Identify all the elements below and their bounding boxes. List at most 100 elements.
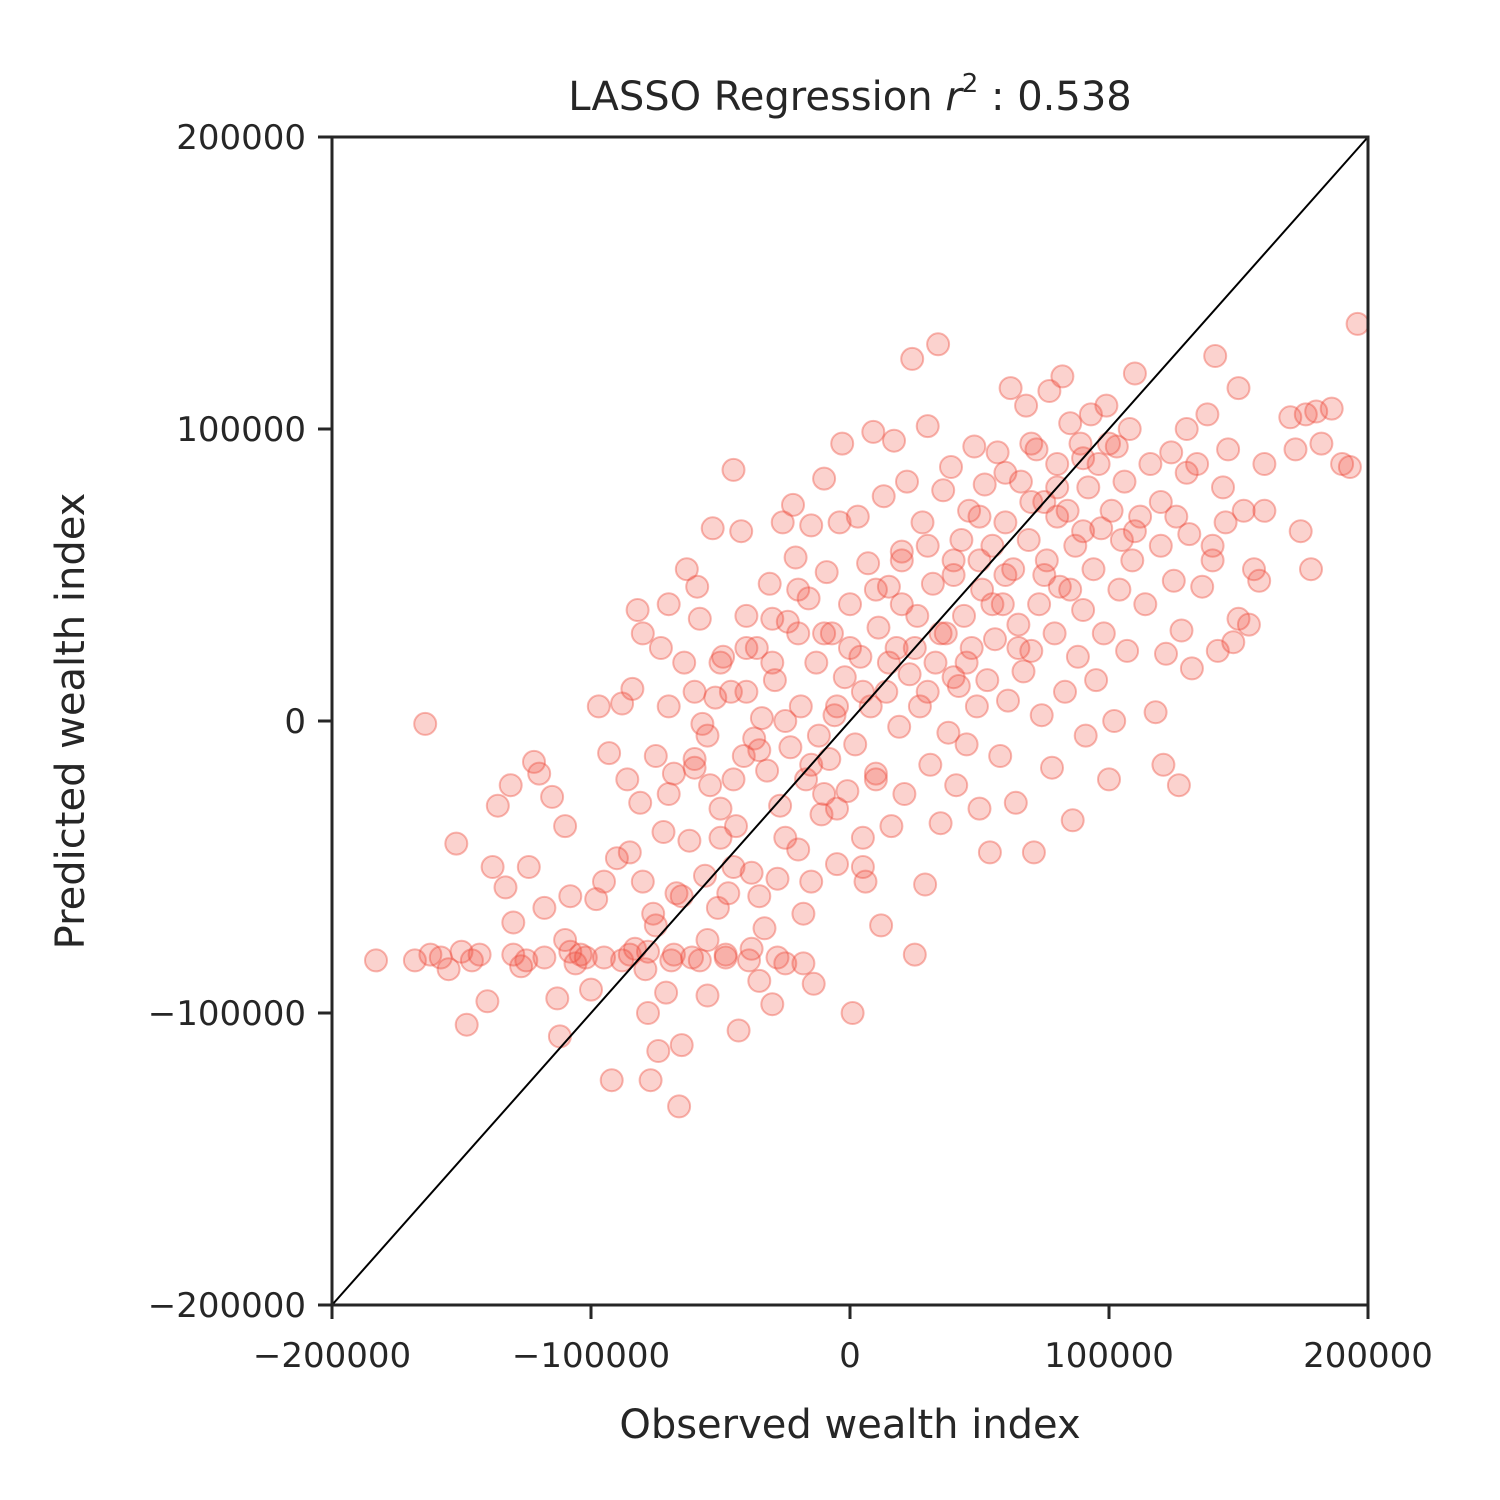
x-tick-label-2: 0 xyxy=(839,1336,861,1376)
scatter-point-229 xyxy=(1109,528,1134,552)
scatter-point-268 xyxy=(1288,519,1313,544)
scatter-point-292 xyxy=(1058,577,1083,602)
scatter-point-264 xyxy=(1247,568,1272,593)
scatter-point-190 xyxy=(1008,469,1033,494)
scatter-point-201 xyxy=(1037,379,1062,403)
scatter-point-179 xyxy=(980,533,1005,558)
scatter-point-18 xyxy=(516,855,541,879)
scatter-point-198 xyxy=(1029,703,1054,728)
scatter-point-253 xyxy=(1200,533,1225,558)
scatter-point-308 xyxy=(553,928,578,952)
scatter-point-123 xyxy=(835,779,860,804)
scatter-point-43 xyxy=(628,790,653,815)
scatter-point-239 xyxy=(1148,533,1173,558)
scatter-point-83 xyxy=(731,744,756,768)
scatter-point-216 xyxy=(1076,475,1101,500)
scatter-point-283 xyxy=(825,694,849,719)
scatter-point-220 xyxy=(1086,452,1111,476)
scatter-point-187 xyxy=(1001,557,1026,582)
scatter-point-306 xyxy=(1045,504,1070,529)
y-tick-label-4: 200000 xyxy=(176,118,306,158)
scatter-point-184 xyxy=(993,510,1018,535)
scatter-point-340 xyxy=(838,636,862,660)
scatter-point-258 xyxy=(1216,437,1241,462)
scatter-point-210 xyxy=(1060,808,1085,833)
scatter-point-213 xyxy=(1068,431,1093,456)
scatter-point-1 xyxy=(402,948,427,973)
scatter-point-352 xyxy=(1148,490,1173,514)
scatter-point-310 xyxy=(617,942,642,967)
scatter-point-51 xyxy=(648,636,673,660)
scatter-point-61 xyxy=(674,557,699,582)
scatter-point-317 xyxy=(799,869,824,894)
scatter-point-72 xyxy=(703,685,728,710)
scatter-point-237 xyxy=(1138,452,1163,476)
scatter-point-39 xyxy=(617,840,642,865)
scatter-point-10 xyxy=(467,942,492,967)
scatter-point-90 xyxy=(749,706,774,731)
scatter-point-13 xyxy=(485,793,510,818)
scatter-point-300 xyxy=(889,592,914,617)
scatter-point-290 xyxy=(1006,636,1031,660)
scatter-point-50 xyxy=(646,1039,671,1063)
scatter-point-159 xyxy=(928,811,953,836)
scatter-point-185 xyxy=(996,688,1020,713)
scatter-point-157 xyxy=(923,650,948,675)
scatter-point-7 xyxy=(449,939,474,964)
scatter-point-299 xyxy=(863,767,888,792)
scatter-point-162 xyxy=(936,720,961,745)
scatter-point-106 xyxy=(791,901,816,926)
scatter-point-84 xyxy=(734,603,759,628)
scatter-point-271 xyxy=(1304,399,1329,424)
scatter-point-225 xyxy=(1099,498,1124,523)
scatter-point-154 xyxy=(915,414,940,439)
scatter-point-167 xyxy=(949,528,974,552)
scatter-point-293 xyxy=(656,782,681,806)
scatter-point-175 xyxy=(970,577,995,602)
scatter-point-92 xyxy=(755,758,780,783)
scatter-point-217 xyxy=(1078,402,1103,427)
y-tick-label-2: 0 xyxy=(284,702,306,742)
scatter-point-346 xyxy=(993,460,1018,485)
scatter-point-281 xyxy=(773,709,798,733)
scatter-point-241 xyxy=(1154,641,1178,666)
scatter-point-263 xyxy=(1242,557,1266,582)
scatter-point-102 xyxy=(781,492,805,517)
scatter-point-218 xyxy=(1081,557,1106,582)
scatter-point-137 xyxy=(871,484,896,509)
scatter-point-33 xyxy=(592,945,616,970)
scatter-point-322 xyxy=(532,945,557,970)
scatter-point-256 xyxy=(1211,475,1235,500)
scatter-point-259 xyxy=(1221,630,1246,655)
scatter-point-95 xyxy=(762,668,787,693)
scatter-point-323 xyxy=(558,939,583,964)
scatter-point-132 xyxy=(858,694,883,719)
scatter-point-330 xyxy=(765,945,790,970)
scatter-point-191 xyxy=(1011,659,1036,684)
scatter-point-118 xyxy=(822,703,847,728)
scatter-point-193 xyxy=(1016,528,1041,552)
scatter-point-135 xyxy=(866,615,891,640)
scatter-point-164 xyxy=(941,548,966,573)
scatter-point-149 xyxy=(902,942,927,967)
scatter-point-19 xyxy=(522,749,546,774)
scatter-point-344 xyxy=(941,563,966,587)
scatter-point-227 xyxy=(1104,434,1129,459)
scatter-point-56 xyxy=(661,761,686,786)
scatter-point-221 xyxy=(1089,516,1114,541)
scatter-point-93 xyxy=(757,571,782,596)
scatter-point-195 xyxy=(1021,840,1046,865)
scatter-point-279 xyxy=(721,767,746,792)
scatter-point-69 xyxy=(695,983,720,1008)
scatter-point-40 xyxy=(620,676,645,701)
x-axis-title: Observed wealth index xyxy=(619,1402,1080,1448)
scatter-point-11 xyxy=(475,989,500,1014)
x-tick-label-3: 100000 xyxy=(1044,1336,1174,1376)
scatter-point-212 xyxy=(1065,644,1090,669)
scatter-point-62 xyxy=(677,828,702,853)
scatter-point-129 xyxy=(850,825,875,850)
scatter-point-6 xyxy=(444,831,469,856)
scatter-point-327 xyxy=(687,948,712,973)
scatter-point-163 xyxy=(939,455,963,479)
scatter-point-91 xyxy=(752,916,777,941)
